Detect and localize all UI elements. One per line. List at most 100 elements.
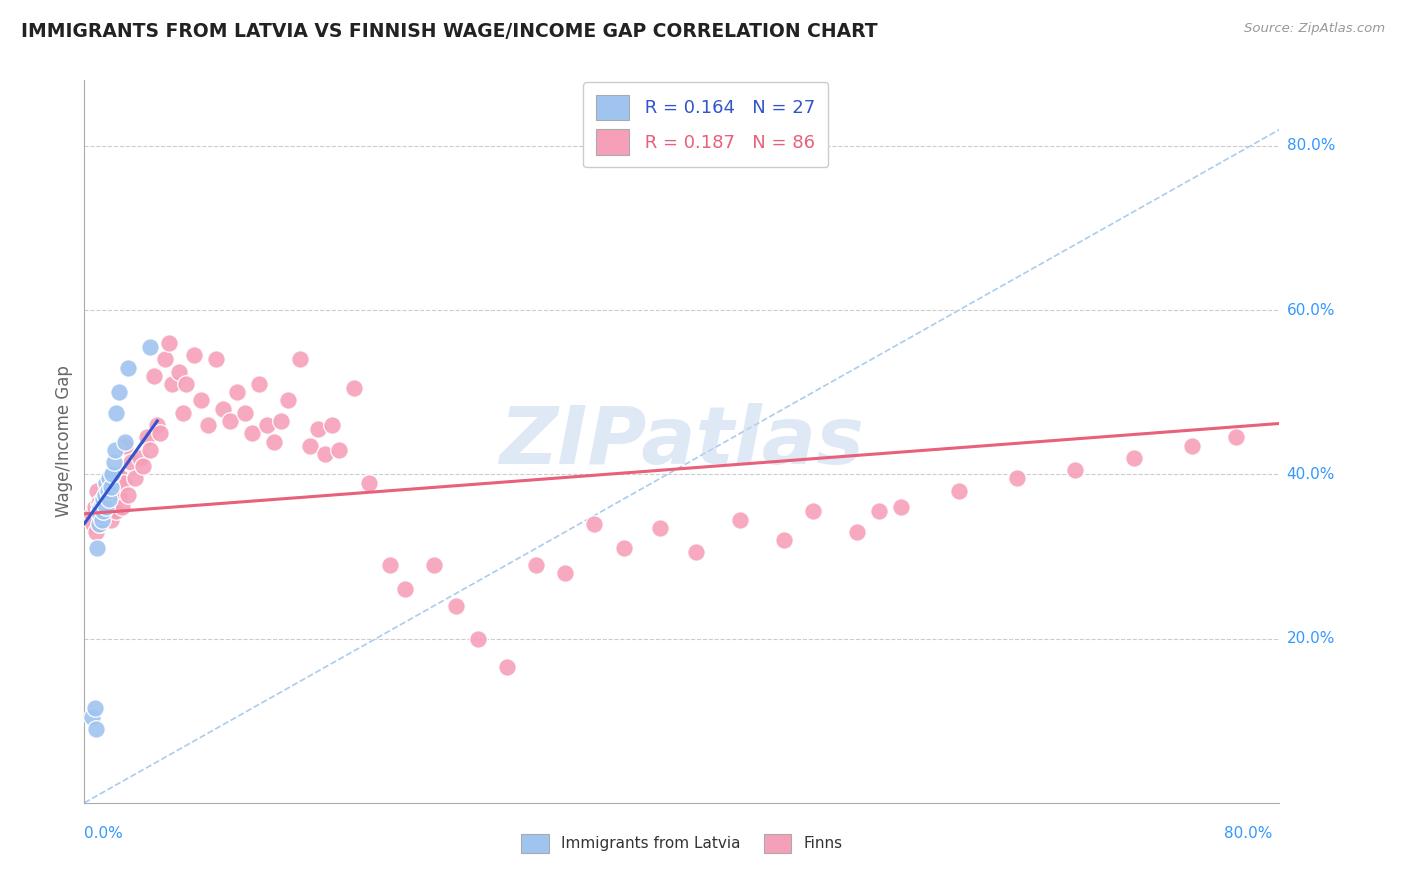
Point xyxy=(101,488,124,502)
Point xyxy=(87,504,110,518)
Text: Source: ZipAtlas.com: Source: ZipAtlas.com xyxy=(1244,22,1385,36)
Point xyxy=(1122,450,1144,465)
Point xyxy=(328,442,350,457)
Point xyxy=(149,426,172,441)
Point xyxy=(112,475,135,490)
Point xyxy=(613,541,636,556)
Point xyxy=(98,491,121,506)
Point xyxy=(90,496,112,510)
Point xyxy=(86,483,108,498)
Point xyxy=(91,512,114,526)
Text: IMMIGRANTS FROM LATVIA VS FINNISH WAGE/INCOME GAP CORRELATION CHART: IMMIGRANTS FROM LATVIA VS FINNISH WAGE/I… xyxy=(21,22,877,41)
Point xyxy=(97,483,120,498)
Text: 60.0%: 60.0% xyxy=(1286,302,1336,318)
Point xyxy=(86,541,108,556)
Point xyxy=(87,504,110,518)
Point xyxy=(96,475,118,490)
Point xyxy=(314,447,336,461)
Point xyxy=(467,632,489,646)
Point xyxy=(91,491,114,506)
Point xyxy=(307,422,329,436)
Point xyxy=(172,406,194,420)
Point xyxy=(100,512,122,526)
Point xyxy=(211,401,233,416)
Point xyxy=(204,352,226,367)
Point xyxy=(357,475,380,490)
Point xyxy=(343,381,366,395)
Point xyxy=(277,393,299,408)
Point xyxy=(98,504,121,518)
Point xyxy=(117,488,139,502)
Point xyxy=(96,496,118,510)
Point xyxy=(146,418,169,433)
Point xyxy=(496,660,519,674)
Point xyxy=(91,504,114,518)
Text: 40.0%: 40.0% xyxy=(1286,467,1336,482)
Point xyxy=(98,471,121,485)
Point xyxy=(423,558,446,572)
Point xyxy=(94,504,117,518)
Y-axis label: Wage/Income Gap: Wage/Income Gap xyxy=(55,366,73,517)
Legend: Immigrants from Latvia, Finns: Immigrants from Latvia, Finns xyxy=(513,826,851,860)
Point xyxy=(263,434,285,449)
Point xyxy=(554,566,576,580)
Point xyxy=(103,483,125,498)
Point xyxy=(87,516,110,531)
Point xyxy=(87,496,110,510)
Point xyxy=(270,414,292,428)
Point xyxy=(233,406,256,420)
Point xyxy=(685,545,707,559)
Point xyxy=(108,385,131,400)
Point xyxy=(90,500,112,515)
Point xyxy=(868,504,890,518)
Point xyxy=(114,439,136,453)
Point xyxy=(100,480,122,494)
Point xyxy=(299,439,322,453)
Point xyxy=(80,508,103,523)
Point xyxy=(105,406,128,420)
Point xyxy=(105,504,128,518)
Point xyxy=(89,516,111,531)
Point xyxy=(89,500,111,515)
Point xyxy=(139,340,162,354)
Point xyxy=(131,459,153,474)
Point xyxy=(83,500,105,515)
Point xyxy=(948,483,970,498)
Point xyxy=(160,377,183,392)
Text: ZIPatlas: ZIPatlas xyxy=(499,402,865,481)
Point xyxy=(183,348,205,362)
Point xyxy=(110,471,132,485)
Point xyxy=(84,524,107,539)
Point xyxy=(82,516,104,531)
Point xyxy=(107,467,129,482)
Point xyxy=(1005,471,1028,485)
Point xyxy=(321,418,343,433)
Point xyxy=(124,471,146,485)
Point xyxy=(136,430,159,444)
Point xyxy=(394,582,416,597)
Point xyxy=(103,455,125,469)
Point xyxy=(1225,430,1247,444)
Point xyxy=(524,558,547,572)
Point xyxy=(288,352,311,367)
Point xyxy=(111,500,134,515)
Text: 80.0%: 80.0% xyxy=(1286,138,1336,153)
Point xyxy=(226,385,249,400)
Point xyxy=(845,524,868,539)
Point xyxy=(117,360,139,375)
Point xyxy=(89,508,111,523)
Point xyxy=(773,533,796,547)
Point xyxy=(190,393,212,408)
Point xyxy=(197,418,219,433)
Point xyxy=(889,500,911,515)
Point xyxy=(153,352,176,367)
Point xyxy=(80,709,103,723)
Point xyxy=(139,442,162,457)
Point xyxy=(240,426,263,441)
Point xyxy=(94,488,117,502)
Point xyxy=(120,455,142,469)
Point xyxy=(256,418,278,433)
Text: 80.0%: 80.0% xyxy=(1223,826,1272,841)
Point xyxy=(1181,439,1204,453)
Point xyxy=(157,336,180,351)
